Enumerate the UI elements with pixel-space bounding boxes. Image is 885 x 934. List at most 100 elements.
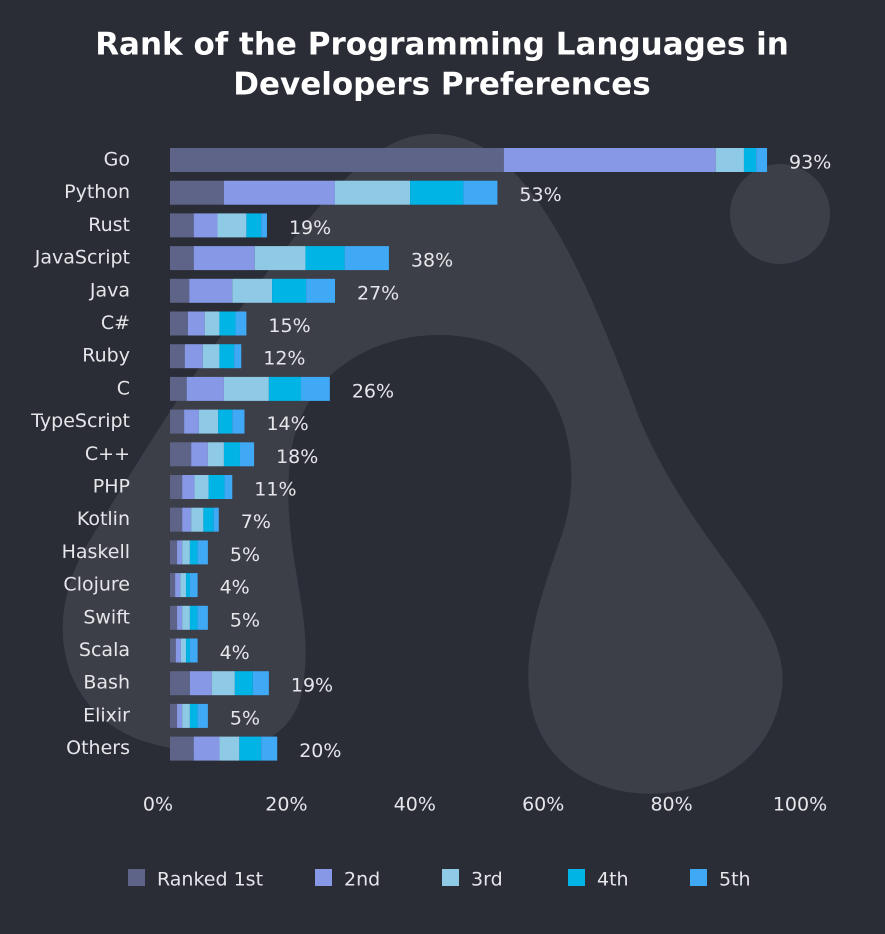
x-tick-label: 60% <box>522 794 564 816</box>
y-tick-label: TypeScript <box>30 410 130 432</box>
y-tick-label: Java <box>89 279 130 301</box>
bar-segment <box>198 409 219 434</box>
bar-segment <box>232 409 245 434</box>
bar-segment <box>182 475 195 499</box>
y-tick-label: Scala <box>79 639 130 661</box>
bar-segment <box>186 573 190 598</box>
bar-segment <box>268 376 301 401</box>
bar-segment <box>410 180 464 205</box>
bar-segment <box>208 475 225 499</box>
bar-segment <box>170 573 176 598</box>
bar-segment <box>219 736 240 761</box>
total-label: 11% <box>254 479 296 501</box>
bar-segment <box>306 278 335 303</box>
bar-segment <box>182 703 190 728</box>
bar-segment <box>197 540 208 565</box>
legend-label: 2nd <box>344 869 380 891</box>
bar-segment <box>177 605 183 630</box>
bar-segment <box>170 540 178 565</box>
x-tick-label: 80% <box>650 794 692 816</box>
bar-segment <box>207 442 224 467</box>
x-tick-label: 0% <box>143 794 173 816</box>
bar-segment <box>189 605 198 630</box>
chart-title: Developers Preferences <box>233 67 650 103</box>
bar-segment <box>254 246 306 271</box>
bar-segment <box>234 344 242 369</box>
bar-segment <box>219 311 236 336</box>
y-tick-label: C <box>117 377 130 399</box>
legend-swatch <box>128 869 145 886</box>
bar-segment <box>170 475 183 499</box>
bar-segment <box>193 246 255 271</box>
total-label: 19% <box>289 217 331 239</box>
chart-title: Rank of the Programming Languages in <box>95 27 789 63</box>
y-tick-label: Bash <box>83 672 130 694</box>
y-tick-label: Kotlin <box>77 508 130 530</box>
bar-segment <box>170 246 194 271</box>
bar-segment <box>715 148 744 172</box>
legend-label: Ranked 1st <box>157 869 263 891</box>
bar-segment <box>170 311 188 336</box>
y-tick-label: Haskell <box>62 541 130 563</box>
bar-segment <box>223 442 240 467</box>
legend-label: 3rd <box>471 869 503 891</box>
bar-segment <box>170 409 185 434</box>
bar-segment <box>234 671 253 696</box>
y-tick-label: Swift <box>83 606 130 628</box>
bar-segment <box>170 703 178 728</box>
bar-segment <box>170 213 194 238</box>
bar-segment <box>232 278 273 303</box>
bar-segment <box>218 409 233 434</box>
y-tick-label: Elixir <box>83 704 130 726</box>
legend-label: 4th <box>597 869 629 891</box>
bar-segment <box>170 148 504 172</box>
bar-segment <box>170 442 192 467</box>
bar-segment <box>177 540 183 565</box>
total-label: 12% <box>263 348 305 370</box>
x-tick-label: 20% <box>265 794 307 816</box>
bar-segment <box>756 148 768 172</box>
y-tick-label: Others <box>66 737 130 759</box>
bar-segment <box>170 376 187 401</box>
y-tick-label: PHP <box>93 476 130 498</box>
total-label: 26% <box>352 380 394 402</box>
bar-segment <box>224 475 233 499</box>
bar-segment <box>186 376 224 401</box>
bar-segment <box>177 703 183 728</box>
bar-segment <box>175 638 181 663</box>
bar-segment <box>170 638 176 663</box>
bar-segment <box>182 605 190 630</box>
y-tick-label: C++ <box>85 443 130 465</box>
bar-segment <box>189 671 212 696</box>
bar-segment <box>239 442 255 467</box>
bar-segment <box>184 409 199 434</box>
bar-segment <box>182 540 190 565</box>
bar-segment <box>197 605 208 630</box>
bar-segment <box>182 507 192 532</box>
bar-segment <box>194 475 209 499</box>
legend-swatch <box>690 869 707 886</box>
bar-segment <box>305 246 345 271</box>
total-label: 93% <box>789 152 831 174</box>
legend-swatch <box>568 869 585 886</box>
bar-segment <box>217 213 247 238</box>
bar-segment <box>334 180 411 205</box>
y-tick-label: JavaScript <box>34 247 130 269</box>
bar-segment <box>180 638 187 663</box>
legend-swatch <box>315 869 332 886</box>
total-label: 18% <box>276 446 318 468</box>
bar-segment <box>223 376 269 401</box>
bar-segment <box>246 213 262 238</box>
bar-segment <box>170 671 190 696</box>
bar-segment <box>203 507 214 532</box>
bar-segment <box>175 573 181 598</box>
y-tick-label: C# <box>101 312 130 334</box>
bar-segment <box>170 344 185 369</box>
bar-segment <box>189 573 198 598</box>
bar-segment <box>170 507 183 532</box>
bar-segment <box>204 311 220 336</box>
bar-segment <box>239 736 262 761</box>
bar-segment <box>170 736 194 761</box>
y-tick-label: Ruby <box>82 345 130 367</box>
